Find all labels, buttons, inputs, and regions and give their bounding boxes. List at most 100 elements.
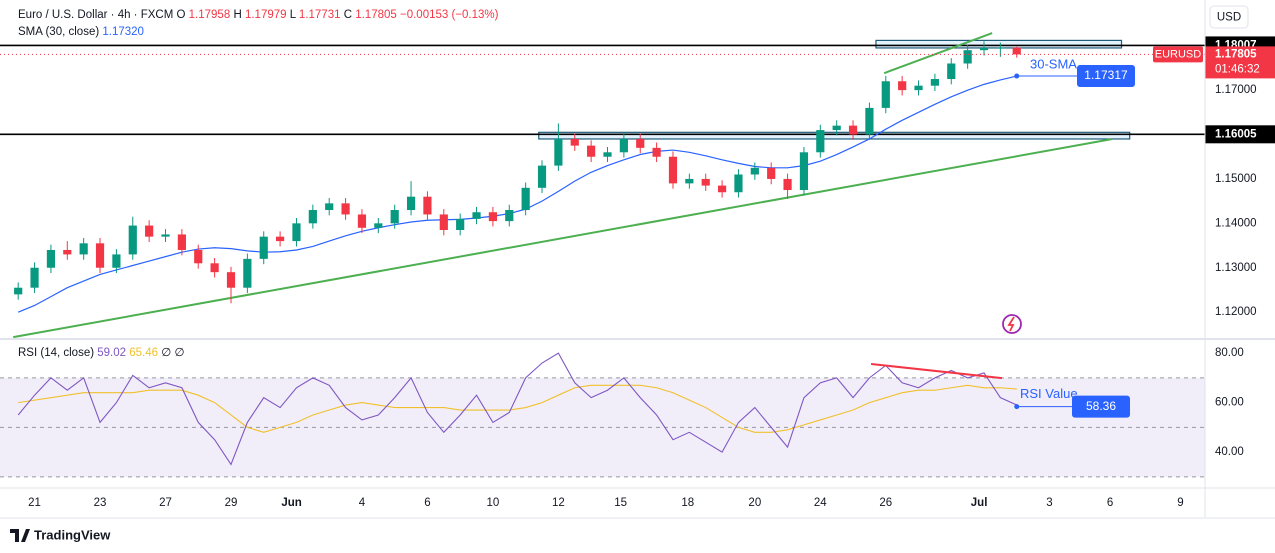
candle-body	[128, 225, 137, 255]
x-tick-label: 15	[614, 497, 627, 509]
y-tick-label: 1.12000	[1215, 306, 1257, 318]
annotation-value: 1.17317	[1084, 68, 1128, 82]
candle-body	[79, 243, 88, 255]
annotation-badge	[1077, 65, 1135, 88]
candle-body	[979, 47, 989, 51]
candle-body	[439, 214, 448, 230]
change: −0.00153 (−0.13%)	[400, 9, 499, 21]
x-tick-label: 27	[159, 497, 172, 509]
x-tick-label: 4	[359, 497, 366, 509]
ohlc-value: 1.17958	[189, 9, 231, 21]
candle-body	[914, 85, 923, 91]
x-tick-label: 23	[94, 497, 107, 509]
candle-body	[226, 272, 236, 288]
x-tick-label: 21	[28, 497, 41, 509]
candle-body	[259, 236, 268, 259]
y-tick-label: 1.13000	[1215, 262, 1257, 274]
y-tick-label: 1.15000	[1215, 173, 1257, 185]
candle-body	[865, 107, 874, 135]
candle-body	[488, 212, 498, 222]
price-badge	[1205, 46, 1275, 79]
candle-body	[881, 81, 890, 108]
sma-legend: SMA (30, close) 1.17320	[18, 26, 144, 38]
candle-body	[587, 145, 596, 157]
candle-body	[177, 234, 186, 250]
candle-body	[996, 47, 1005, 49]
candle-body	[947, 63, 956, 80]
x-tick-label: 3	[1046, 497, 1052, 509]
zone	[875, 39, 1123, 49]
candle-body	[767, 167, 776, 179]
x-tick-label: 29	[225, 497, 238, 509]
brand-logo[interactable]: TradingView	[10, 527, 111, 542]
symbol-badge-box	[1153, 46, 1203, 63]
annotation-badge	[1072, 395, 1130, 418]
candle-body	[505, 210, 514, 222]
trendline	[883, 32, 993, 75]
level-badge	[1205, 125, 1275, 144]
candle-body	[816, 130, 825, 153]
candle-body	[554, 138, 563, 166]
candle-body	[276, 236, 285, 242]
candle-body	[963, 50, 972, 64]
ohlc-key: H	[233, 9, 241, 21]
rsi-name: RSI (14, close)	[18, 347, 94, 359]
candle-body	[406, 196, 416, 211]
currency: USD	[1217, 12, 1241, 24]
currency-button[interactable]	[1209, 5, 1249, 29]
zone	[538, 131, 1131, 140]
x-tick-label: 24	[814, 497, 827, 509]
candle-body	[521, 187, 530, 211]
candle-body	[161, 234, 170, 237]
candle-body	[537, 165, 547, 188]
candle-body	[308, 210, 317, 224]
y-tick-label: 1.14000	[1215, 217, 1257, 229]
candle-body	[717, 185, 727, 193]
candle-body	[210, 263, 219, 273]
brand-name: TradingView	[34, 527, 111, 542]
x-tick-label: 6	[424, 497, 430, 509]
candle-body	[341, 203, 350, 215]
trendline	[13, 138, 1112, 339]
sma-line	[17, 75, 1017, 313]
candle-body	[14, 287, 23, 295]
ohlc-value: 1.17731	[299, 9, 341, 21]
candle-body	[750, 167, 759, 175]
level-label: 1.16005	[1215, 128, 1257, 140]
candle-body	[636, 138, 645, 148]
candle-body	[374, 223, 383, 228]
ohlc-key: O	[177, 9, 186, 21]
candle-body	[472, 212, 481, 219]
candle-body	[325, 203, 334, 211]
x-tick-label: 12	[552, 497, 565, 509]
x-tick-label: 6	[1107, 497, 1113, 509]
candle-body	[848, 125, 858, 135]
x-tick-label: 26	[879, 497, 892, 509]
ohlc-key: C	[344, 9, 352, 21]
annotation-text: 30-SMA	[1030, 56, 1077, 71]
rsi-legend: RSI (14, close) 59.02 65.46 ∅ ∅	[18, 347, 185, 359]
candle-body	[799, 152, 809, 191]
sma-value: 1.17320	[102, 26, 144, 38]
candle-body	[423, 196, 432, 215]
candle-body	[145, 225, 154, 237]
candle-body	[95, 243, 105, 268]
rsi-line	[17, 352, 1017, 466]
last-price-label: 1.17805	[1215, 48, 1257, 60]
annotation-text: RSI Value	[1020, 386, 1078, 401]
candle-body	[619, 138, 628, 153]
candle-body	[1012, 47, 1021, 55]
candle-body	[685, 178, 694, 184]
candle-body	[898, 81, 907, 91]
rsi-value: 65.46	[129, 347, 158, 359]
candle-body	[112, 254, 121, 268]
candle-body	[456, 218, 465, 230]
replay-icon[interactable]	[1002, 314, 1022, 334]
candle-body	[668, 156, 678, 184]
x-tick-label: Jul	[971, 497, 988, 509]
candle-body	[243, 258, 252, 288]
y-tick-label: 1.17000	[1215, 84, 1257, 96]
rsi-null: ∅	[174, 347, 184, 359]
